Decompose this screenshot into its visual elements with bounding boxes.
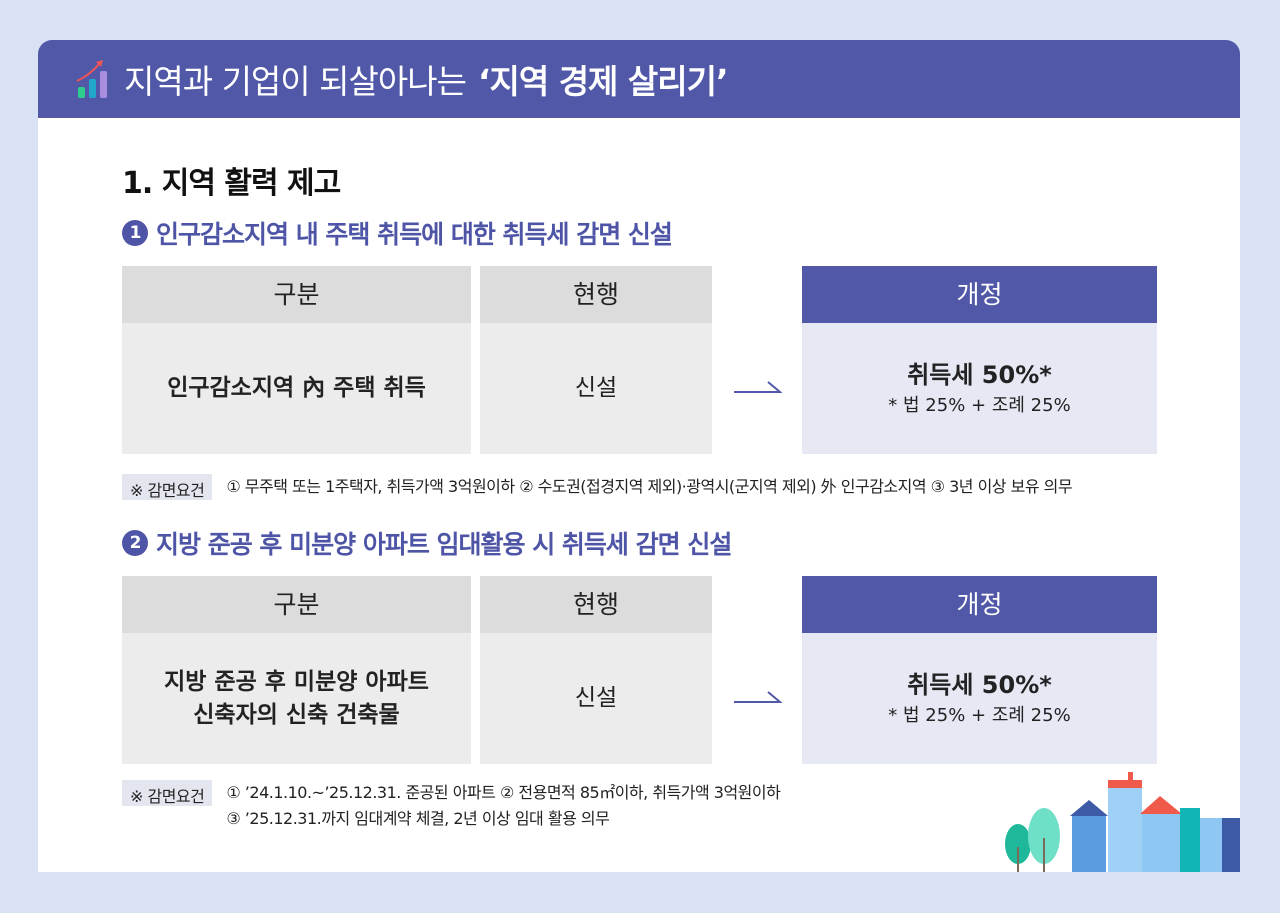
current-cell: 신설: [480, 633, 712, 764]
header-title-bold: ‘지역 경제 살리기’: [477, 62, 729, 101]
requirements-note-1: ※ 감면요건 ① 무주택 또는 1주택자, 취득가액 3억원이하 ② 수도권(접…: [122, 474, 1073, 500]
col-header-current: 현행: [480, 266, 712, 323]
category-cell: 인구감소지역 內 주택 취득: [122, 323, 471, 454]
category-text: 지방 준공 후 미분양 아파트: [164, 669, 429, 696]
requirement-line: ① 무주택 또는 1주택자, 취득가액 3억원이하 ② 수도권(접경지역 제외)…: [226, 477, 1073, 496]
section-title: 1. 지역 활력 제고: [122, 166, 341, 201]
subheading-1: 1 인구감소지역 내 주택 취득에 대한 취득세 감면 신설: [122, 215, 673, 251]
subheading-text: 인구감소지역 내 주택 취득에 대한 취득세 감면 신설: [156, 220, 673, 249]
requirements-label: ※ 감면요건: [122, 780, 213, 806]
arrow-right-icon: [734, 381, 782, 393]
growth-chart-icon: [76, 60, 107, 98]
revised-main: 취득세 50%*: [907, 671, 1052, 700]
header-banner: 지역과 기업이 되살아나는 ‘지역 경제 살리기’: [38, 40, 1240, 118]
subheading-2: 2 지방 준공 후 미분양 아파트 임대활용 시 취득세 감면 신설: [122, 525, 732, 561]
arrow-right-icon: [734, 691, 782, 703]
col-header-category: 구분: [122, 576, 471, 633]
number-badge: 1: [122, 220, 148, 246]
city-illustration: [1005, 772, 1240, 872]
header-title: 지역과 기업이 되살아나는: [124, 62, 467, 101]
col-header-revised: 개정: [802, 576, 1157, 633]
revised-cell: 취득세 50%* * 법 25% + 조례 25%: [802, 323, 1157, 454]
comparison-table-1: 구분 현행 개정 인구감소지역 內 주택 취득 신설 취득세 50%* * 법 …: [122, 266, 1158, 454]
comparison-table-2: 구분 현행 개정 지방 준공 후 미분양 아파트 신축자의 신축 건축물 신설 …: [122, 576, 1158, 764]
current-cell: 신설: [480, 323, 712, 454]
revised-main: 취득세 50%*: [907, 361, 1052, 390]
category-text: 신축자의 신축 건축물: [193, 701, 400, 728]
card: 지역과 기업이 되살아나는 ‘지역 경제 살리기’ 1. 지역 활력 제고 1 …: [38, 40, 1240, 872]
requirement-line: ① ’24.1.10.~’25.12.31. 준공된 아파트 ② 전용면적 85…: [226, 783, 781, 802]
revised-note: * 법 25% + 조례 25%: [888, 704, 1071, 726]
revised-cell: 취득세 50%* * 법 25% + 조례 25%: [802, 633, 1157, 764]
revised-note: * 법 25% + 조례 25%: [888, 394, 1071, 416]
number-badge: 2: [122, 530, 148, 556]
requirement-line: ③ ’25.12.31.까지 임대계약 체결, 2년 이상 임대 활용 의무: [226, 809, 610, 828]
col-header-category: 구분: [122, 266, 471, 323]
requirements-note-2: ※ 감면요건 ① ’24.1.10.~’25.12.31. 준공된 아파트 ② …: [122, 780, 781, 832]
requirements-label: ※ 감면요건: [122, 474, 213, 500]
col-header-current: 현행: [480, 576, 712, 633]
category-text: 인구감소지역 內 주택 취득: [167, 375, 426, 402]
category-cell: 지방 준공 후 미분양 아파트 신축자의 신축 건축물: [122, 633, 471, 764]
subheading-text: 지방 준공 후 미분양 아파트 임대활용 시 취득세 감면 신설: [156, 530, 732, 559]
col-header-revised: 개정: [802, 266, 1157, 323]
